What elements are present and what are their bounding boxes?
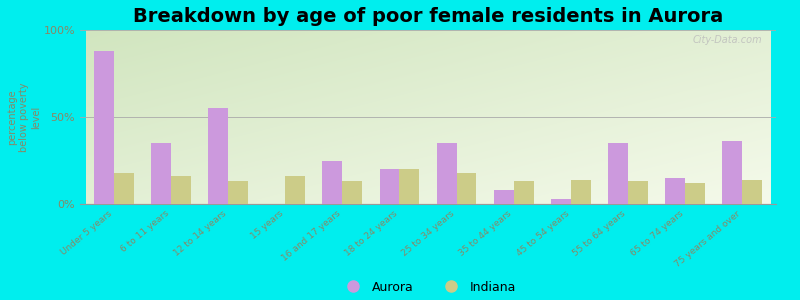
Bar: [742, 180, 762, 204]
Bar: [570, 180, 590, 204]
Bar: [208, 108, 228, 204]
Bar: [665, 178, 685, 204]
Text: City-Data.com: City-Data.com: [693, 35, 762, 45]
Y-axis label: percentage
below poverty
level: percentage below poverty level: [7, 82, 41, 152]
Bar: [379, 169, 399, 204]
Bar: [151, 143, 171, 204]
Bar: [286, 176, 306, 204]
Bar: [322, 160, 342, 204]
Bar: [228, 182, 248, 204]
Legend: Aurora, Indiana: Aurora, Indiana: [335, 276, 521, 299]
Bar: [457, 173, 477, 204]
Bar: [171, 176, 191, 204]
Bar: [685, 183, 705, 204]
Bar: [514, 182, 534, 204]
Bar: [342, 182, 362, 204]
Bar: [608, 143, 628, 204]
Bar: [94, 51, 114, 204]
Bar: [494, 190, 514, 204]
Bar: [550, 199, 570, 204]
Bar: [437, 143, 457, 204]
Bar: [722, 141, 742, 204]
Title: Breakdown by age of poor female residents in Aurora: Breakdown by age of poor female resident…: [133, 7, 723, 26]
Bar: [114, 173, 134, 204]
Bar: [628, 182, 648, 204]
Bar: [399, 169, 419, 204]
